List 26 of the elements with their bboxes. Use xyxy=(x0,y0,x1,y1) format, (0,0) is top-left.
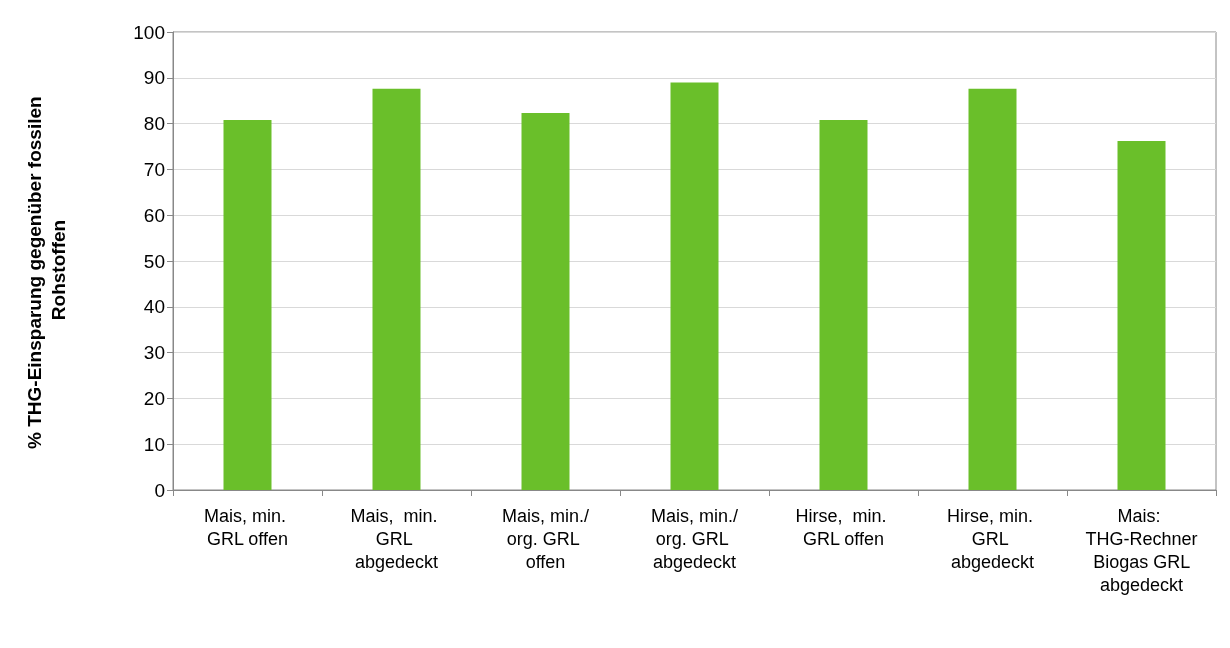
bar xyxy=(670,82,719,490)
y-axis-title: % THG-Einsparung gegenüber fossilen Rohstoffen xyxy=(23,91,69,449)
y-tick-label: 50 xyxy=(143,250,165,272)
y-tick-label: 90 xyxy=(143,67,165,89)
bar xyxy=(372,88,421,490)
bar xyxy=(521,113,570,490)
x-tick-label: Mais, min./org. GRL offen xyxy=(501,505,590,572)
bar xyxy=(1117,141,1166,490)
y-tick-label: 0 xyxy=(154,479,165,501)
y-tick-label: 30 xyxy=(143,342,165,364)
x-tick-label: Mais: THG-Rechner Biogas GRL abgedeckt xyxy=(1085,505,1198,595)
y-tick-label: 80 xyxy=(143,113,165,135)
bar xyxy=(819,119,868,490)
x-tick-label: Hirse, min. GRL offen xyxy=(795,505,892,549)
y-tick-label: 40 xyxy=(143,296,165,318)
y-tick-label: 10 xyxy=(143,433,165,455)
x-tick-label: Mais, min. GRL abgedeckt xyxy=(350,505,443,572)
x-tick-label: Hirse, min. GRL abgedeckt xyxy=(946,505,1039,572)
y-tick-label: 100 xyxy=(133,21,165,43)
bar xyxy=(223,119,272,490)
x-tick-label: Mais, min./org. GRL abgedeckt xyxy=(650,505,739,572)
y-tick-label: 70 xyxy=(143,158,165,180)
x-tick-label: Mais, min. GRL offen xyxy=(203,505,292,549)
y-tick-label: 60 xyxy=(143,204,165,226)
bar xyxy=(968,88,1017,490)
y-tick-label: 20 xyxy=(143,387,165,409)
